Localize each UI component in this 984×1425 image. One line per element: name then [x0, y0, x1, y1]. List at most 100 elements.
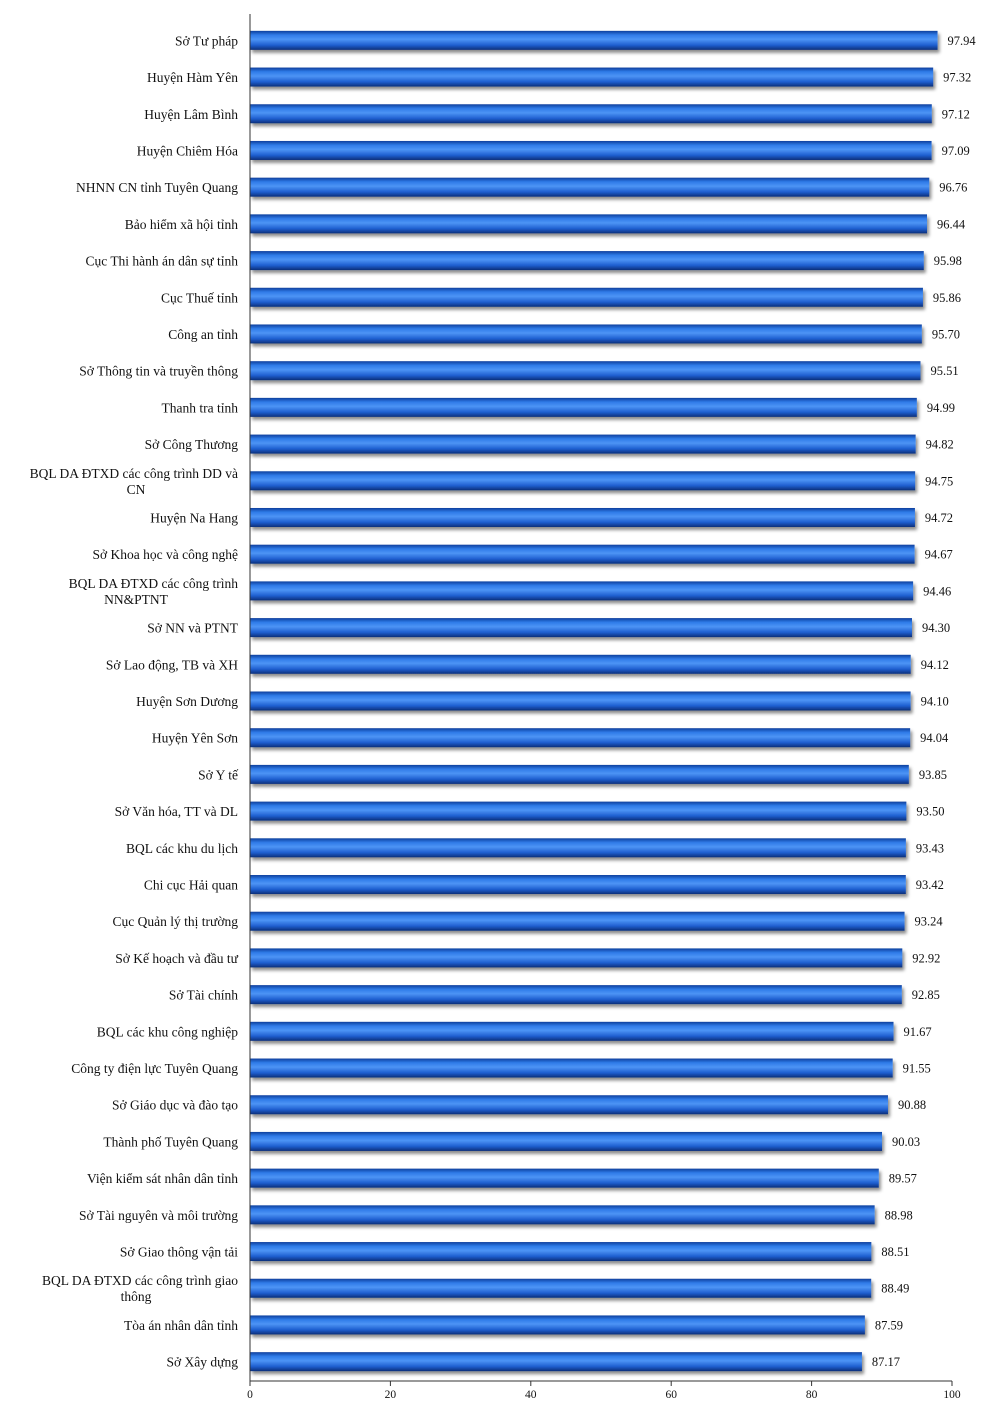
bar: [250, 177, 930, 197]
value-label: 87.17: [872, 1355, 900, 1369]
value-label: 97.32: [943, 71, 971, 85]
value-label: 94.67: [925, 548, 953, 562]
bar: [250, 1058, 893, 1078]
category-label: Huyện Na Hang: [150, 510, 238, 525]
value-label: 93.24: [915, 915, 944, 929]
category-label: Công ty điện lực Tuyên Quang: [71, 1061, 238, 1076]
category-label: Viện kiểm sát nhân dân tỉnh: [87, 1171, 238, 1186]
bar: [250, 728, 911, 748]
category-label: Sở Văn hóa, TT và DL: [115, 804, 238, 819]
value-label: 96.76: [939, 181, 967, 195]
bar: [250, 104, 932, 124]
category-label: Tòa án nhân dân tỉnh: [124, 1318, 238, 1333]
category-label: Công an tỉnh: [168, 327, 238, 342]
value-label: 92.92: [912, 951, 940, 965]
bar: [250, 581, 914, 601]
category-label: Chi cục Hải quan: [144, 878, 238, 893]
value-label: 95.86: [933, 291, 961, 305]
value-label: 97.94: [948, 34, 977, 48]
value-label: 96.44: [937, 217, 966, 231]
value-label: 94.82: [926, 438, 954, 452]
x-tick-label: 0: [247, 1389, 253, 1401]
bar: [250, 1242, 872, 1262]
bar: [250, 434, 916, 454]
x-tick-label: 20: [385, 1389, 397, 1401]
category-label: Sở Tài chính: [169, 988, 238, 1003]
value-label: 95.51: [930, 364, 958, 378]
bar: [250, 764, 909, 784]
x-tick-label: 80: [806, 1389, 818, 1401]
bar: [250, 1315, 865, 1335]
value-label: 95.98: [934, 254, 962, 268]
value-label: 90.03: [892, 1135, 920, 1149]
category-label: Sở NN và PTNT: [147, 621, 239, 636]
value-label: 89.57: [889, 1172, 917, 1186]
category-label: BQL DA ĐTXD các công trình NN&PTNT: [69, 576, 239, 607]
bar: [250, 507, 915, 527]
bar: [250, 985, 902, 1005]
bar: [250, 1278, 872, 1298]
value-label: 90.88: [898, 1098, 926, 1112]
category-label: Sở Thông tin và truyền thông: [79, 364, 238, 379]
category-label: Thành phố Tuyên Quang: [103, 1134, 238, 1149]
category-label: Huyện Lâm Bình: [144, 107, 238, 122]
category-label: Thanh tra tỉnh: [162, 400, 239, 415]
bar: [250, 361, 921, 381]
value-label: 88.49: [881, 1282, 909, 1296]
value-label: 94.12: [921, 658, 949, 672]
bar: [250, 911, 905, 931]
category-label: Sở Y tế: [198, 767, 239, 782]
category-label: Cục Thi hành án dân sự tỉnh: [85, 254, 238, 269]
category-label: Sở Lao động, TB và XH: [106, 657, 238, 672]
category-label: Sở Tài nguyên và môi trường: [79, 1208, 238, 1223]
bar: [250, 67, 934, 87]
category-label: Cục Thuế tỉnh: [161, 290, 238, 305]
category-label: Huyện Hàm Yên: [147, 70, 238, 85]
category-label: Sở Tư pháp: [175, 33, 238, 48]
value-label: 91.55: [903, 1062, 931, 1076]
category-labels: Sở Tư pháp Huyện Hàm Yên Huyện Lâm Bình Huy…: [30, 33, 239, 1369]
value-label: 95.70: [932, 327, 960, 341]
value-label: 94.46: [923, 584, 951, 598]
bar: [250, 1352, 862, 1372]
bar: [250, 618, 912, 638]
value-label: 93.85: [919, 768, 947, 782]
x-tick-label: 40: [525, 1389, 537, 1401]
bars-group: [250, 30, 938, 1372]
x-tick-label: 60: [665, 1389, 677, 1401]
value-label: 93.43: [916, 841, 944, 855]
value-label: 87.59: [875, 1318, 903, 1332]
bar: [250, 214, 928, 234]
category-label: BQL DA ĐTXD các công trình DD và CN: [30, 466, 238, 497]
value-label: 97.12: [942, 107, 970, 121]
value-label: 94.10: [921, 695, 949, 709]
category-label: Huyện Sơn Dương: [136, 694, 238, 709]
value-label: 93.50: [916, 805, 944, 819]
bar: [250, 875, 906, 895]
category-label: Sở Công Thương: [145, 437, 239, 452]
bar: [250, 1131, 883, 1151]
bar: [250, 1205, 875, 1225]
category-label: Sở Giao thông vận tải: [120, 1245, 238, 1260]
bar: [250, 140, 932, 160]
bar: [250, 397, 917, 417]
category-label: BQL DA ĐTXD các công trình giao thông: [42, 1273, 238, 1304]
category-label: Huyện Chiêm Hóa: [137, 143, 238, 158]
category-label: Sở Xây dựng: [167, 1355, 239, 1370]
bar: [250, 251, 924, 271]
bar: [250, 801, 907, 821]
value-label: 94.99: [927, 401, 955, 415]
bar: [250, 654, 911, 674]
bar: [250, 948, 903, 968]
category-label: Bảo hiểm xã hội tỉnh: [125, 217, 238, 232]
category-label: BQL các khu công nghiệp: [97, 1024, 238, 1039]
bar: [250, 30, 938, 50]
value-label: 97.09: [942, 144, 970, 158]
category-label: Cục Quản lý thị trường: [113, 914, 239, 929]
value-label: 88.98: [885, 1208, 913, 1222]
bar: [250, 1168, 879, 1188]
bar: [250, 691, 911, 711]
value-label: 91.67: [904, 1025, 932, 1039]
value-labels: 97.94 97.32 97.12 97.09 96.76 96.44 95.98 95.86…: [872, 34, 976, 1369]
bar: [250, 544, 915, 564]
